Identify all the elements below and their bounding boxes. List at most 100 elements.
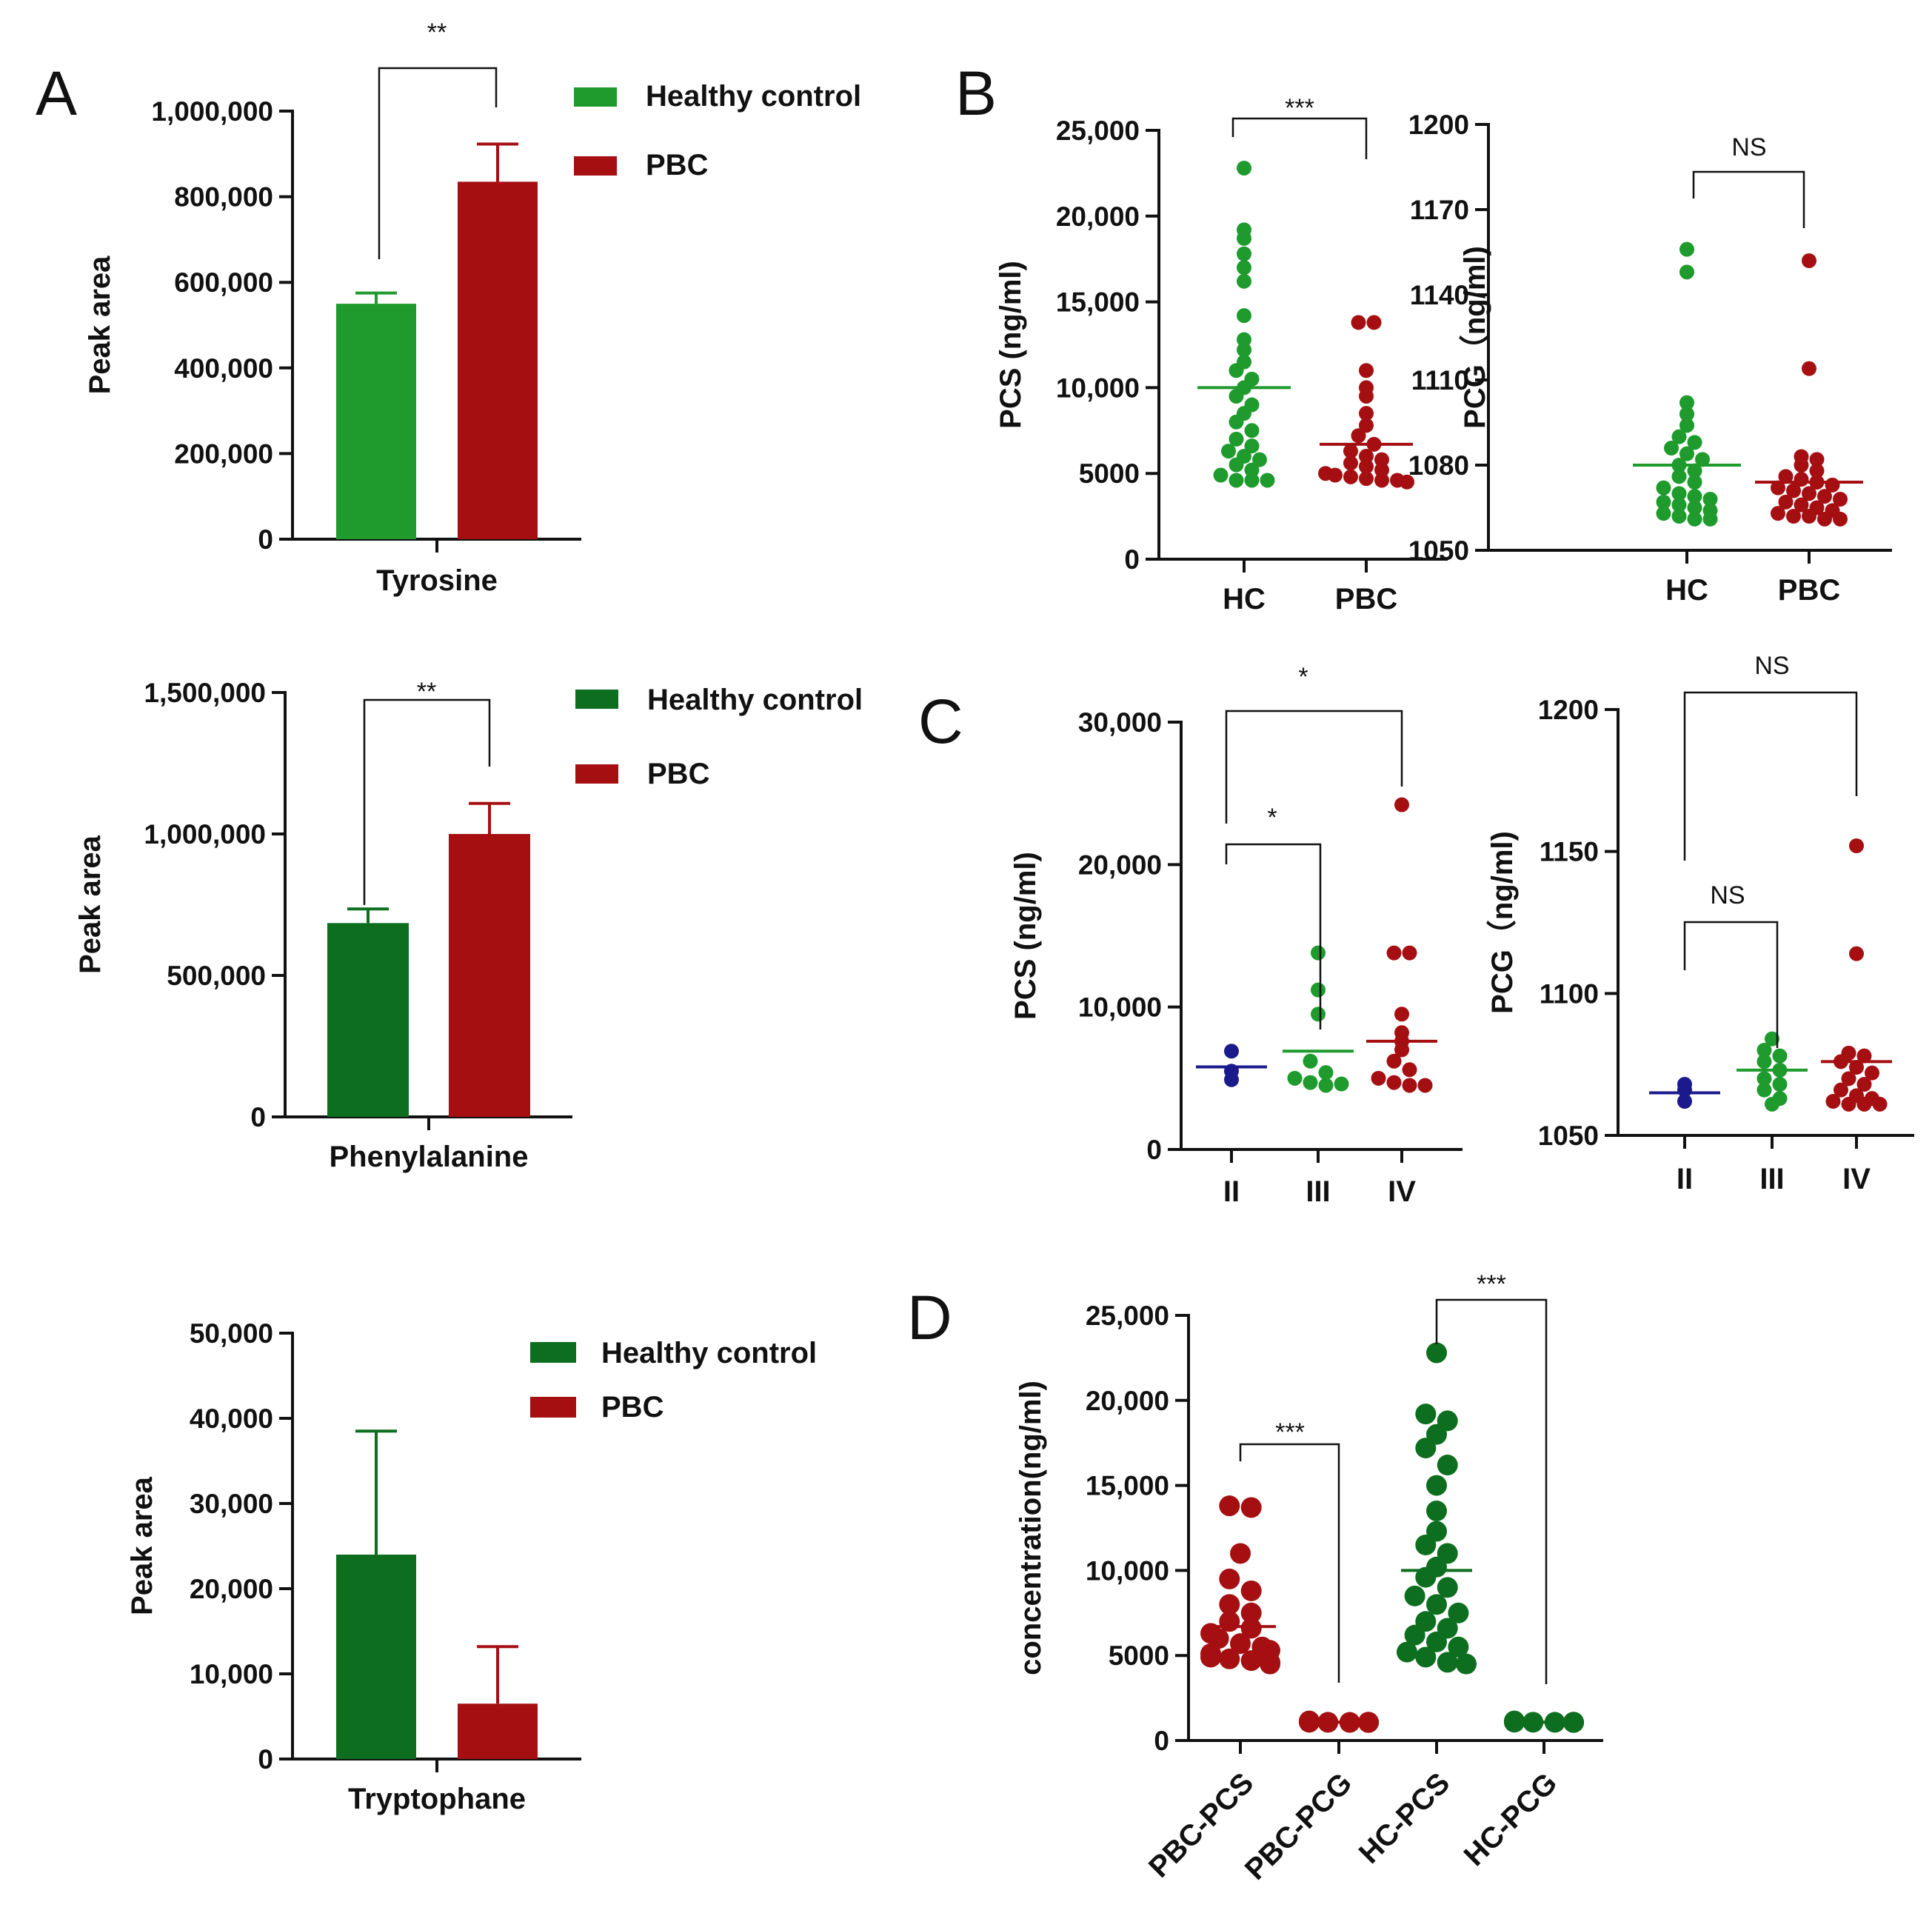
y-tick-label: 1200 [1408,110,1469,140]
significance-label: ** [427,19,447,47]
bar-pbc [458,1703,538,1759]
data-point [1402,945,1417,961]
data-point [1833,492,1848,507]
data-point [1679,264,1694,280]
data-point [1359,363,1374,378]
data-point [1687,511,1702,527]
chart-concentration-comparison: 0 5000 10,000 15,000 20,000 25,000 concentrati… [1015,1270,1603,1886]
data-point [1244,423,1260,438]
significance-bracket [378,67,498,259]
significance-label: *** [1285,94,1314,122]
data-point [1437,1652,1458,1673]
bar-pbc [458,181,538,539]
data-point [1415,1646,1437,1668]
y-tick-label: 0 [258,524,273,555]
data-point [1841,1071,1856,1087]
data-point [1772,1048,1788,1064]
y-tick-label: 20,000 [190,1574,273,1604]
data-point [1404,1585,1425,1606]
data-point [1415,1566,1437,1588]
significance-bracket [1231,117,1368,159]
legend-label-pbc: PBC [646,149,708,181]
data-point [1817,511,1832,527]
x-category-label: Tryptophane [348,1783,526,1815]
data-point [1359,471,1374,487]
data-point [1386,945,1402,961]
y-axis-label: PCG（ng/ml) [1486,831,1519,1014]
data-point [1677,1094,1692,1109]
data-point [1237,246,1251,261]
data-point [1415,1534,1437,1555]
data-point [1229,388,1244,404]
data-point [1426,1501,1447,1522]
y-tick-label: 25,000 [1056,116,1140,146]
data-point [1778,469,1794,484]
data-point [1359,418,1374,433]
y-tick-label: 500,000 [167,961,266,991]
data-point [1771,506,1785,521]
x-category-label: HC-PCS [1353,1766,1457,1870]
data-point [1415,1438,1437,1459]
data-point [1229,363,1244,378]
legend-swatch-pbc [530,1397,576,1418]
data-point [1856,1096,1872,1112]
x-category-label: HC-PCG [1458,1766,1564,1872]
panel-letter-d: D [907,1283,952,1352]
y-tick-label: 10,000 [1078,992,1162,1023]
data-point [1671,429,1687,444]
data-point [1229,414,1244,430]
x-category-label: HC [1223,583,1266,615]
significance-label: ** [417,678,436,706]
legend-swatch-pbc [575,764,618,784]
data-point [1671,486,1687,501]
data-point [1809,452,1825,467]
y-tick-label: 20,000 [1056,201,1140,232]
chart-phenylalanine: 0 500,000 1,000,000 1,500,000 Peak area Pheny… [74,678,572,1173]
legend-label-pbc: PBC [601,1391,664,1424]
legend-swatch-healthy-control [575,690,618,709]
y-tick-label: 1080 [1408,450,1469,481]
data-point [1802,509,1816,524]
data-point [1656,480,1671,495]
y-tick-label: 1170 [1410,195,1469,225]
data-point [1311,982,1326,998]
data-point [1656,494,1671,510]
y-axis-label: Peak area [84,256,116,395]
data-point [1802,361,1816,376]
data-point [1687,463,1702,478]
x-category-label: PBC [1778,574,1840,607]
data-point [1343,444,1358,459]
data-point [1311,945,1326,961]
data-point [1756,1071,1772,1087]
data-point [1817,489,1832,504]
significance-bracket [363,698,491,905]
data-point [1374,452,1389,467]
y-tick-label: 400,000 [174,353,273,384]
significance-label: * [1267,804,1277,832]
x-category-label: Phenylalanine [330,1141,529,1173]
data-point [1794,458,1809,473]
data-point [1334,1076,1349,1092]
data-point [1404,1624,1425,1646]
legend-label-healthy-control: Healthy control [601,1337,817,1369]
y-tick-label: 15,000 [1056,287,1140,318]
data-point [1856,1077,1872,1092]
legend-label-pbc: PBC [647,758,709,790]
data-point [1366,315,1382,330]
data-point [1374,473,1389,488]
significance-bracket [1683,921,1779,1048]
y-tick-label: 0 [258,1744,273,1775]
data-point [1237,332,1251,347]
data-point [1702,492,1718,507]
data-point [1394,1042,1409,1058]
data-point [1671,469,1687,484]
data-point [1825,1094,1841,1109]
data-point [1415,1404,1437,1425]
y-axis-label: PCG（ng/ml) [1459,246,1491,429]
chart-tyrosine: 0 200,000 400,000 600,000 800,000 1,000,000 Pe… [84,19,581,597]
data-point [1772,1077,1788,1092]
panel-letter-c: C [918,687,963,756]
legend-phenylalanine: Healthy control PBC [575,684,863,790]
x-category-label: II [1223,1175,1240,1208]
